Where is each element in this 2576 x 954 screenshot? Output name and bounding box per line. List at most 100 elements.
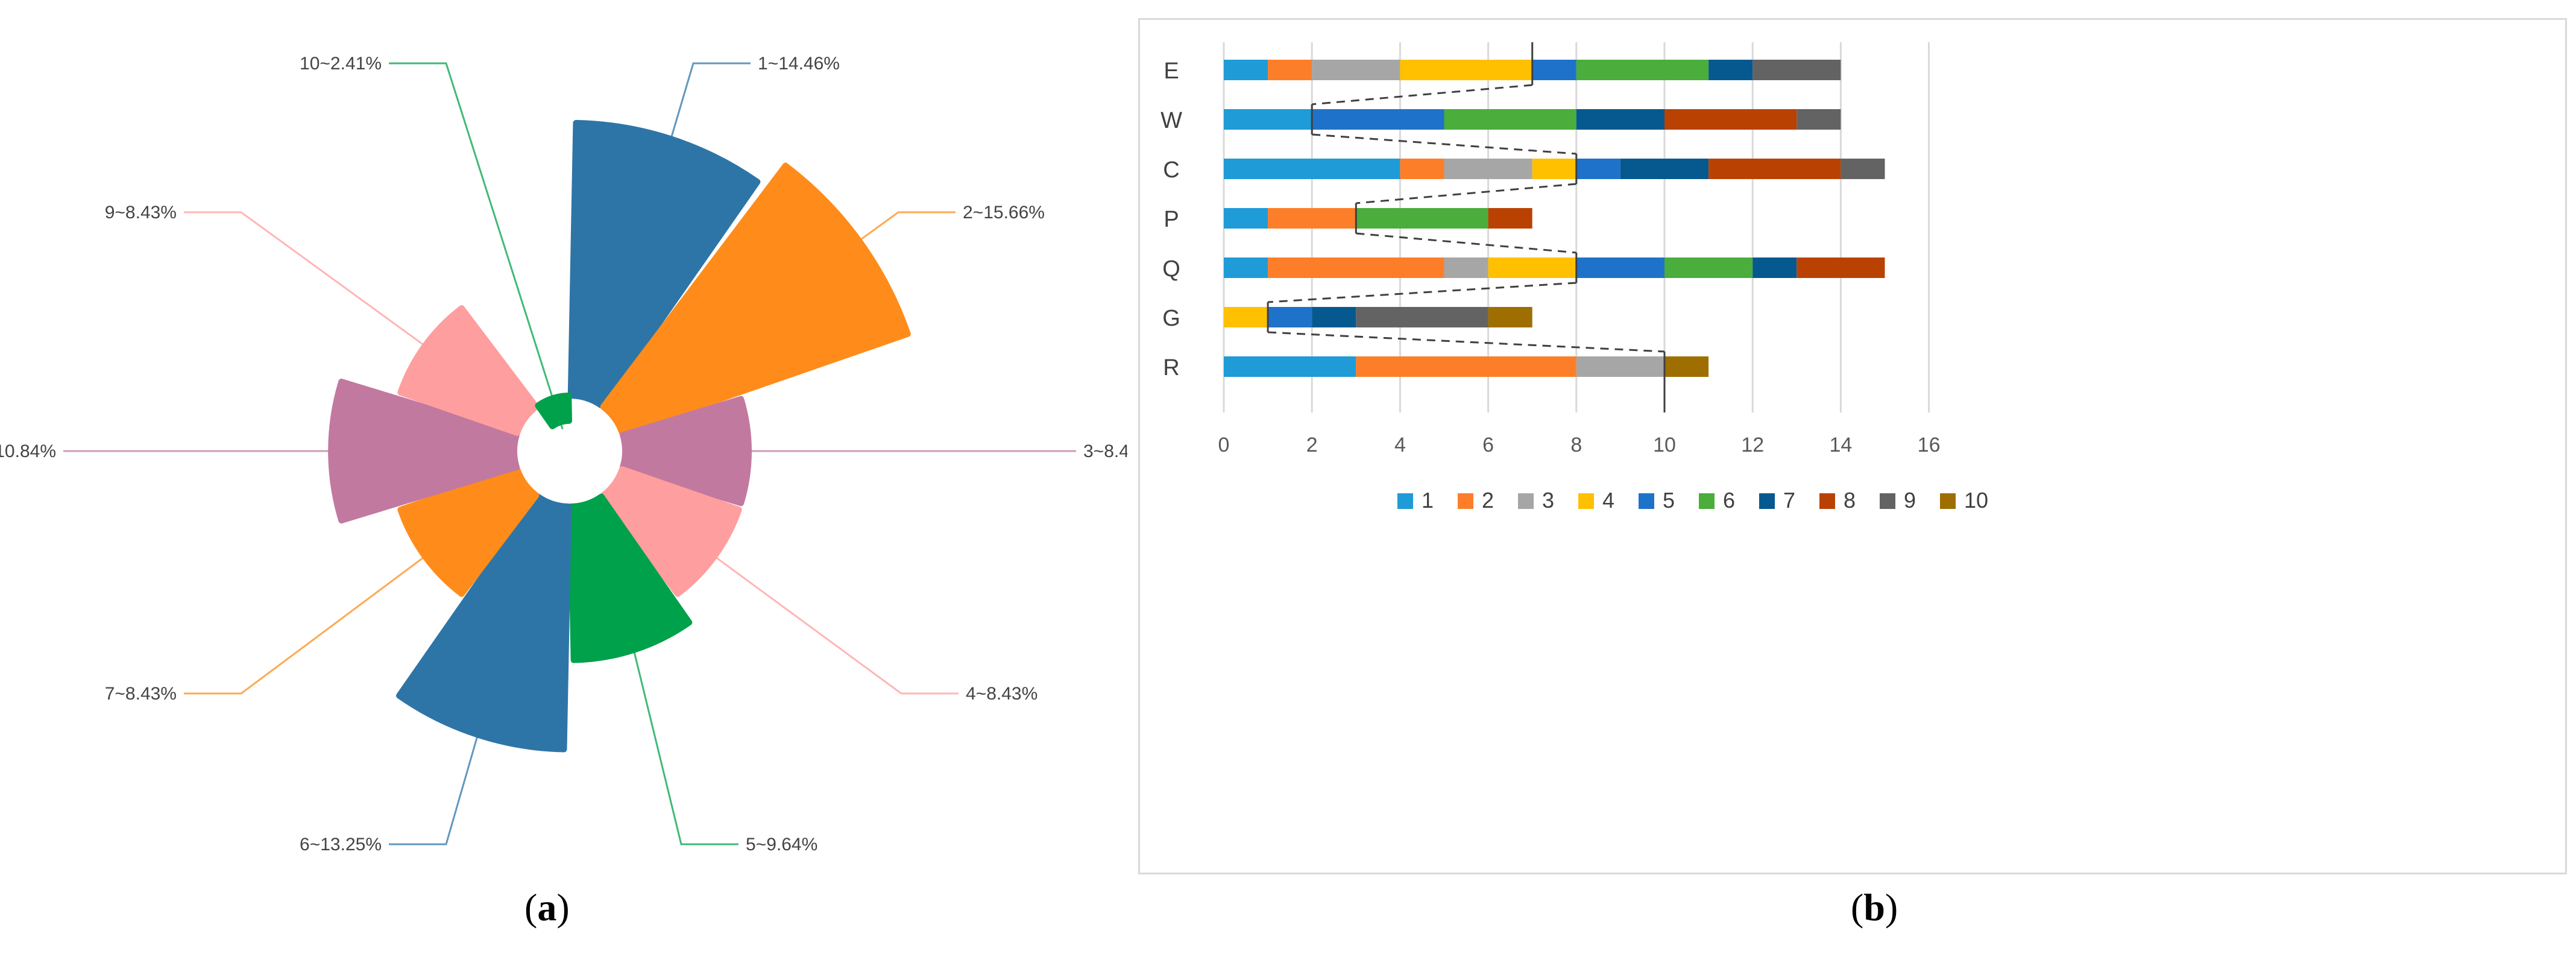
rose-leader-line-5 bbox=[631, 642, 738, 845]
rose-leader-line-10 bbox=[389, 62, 564, 430]
bar-segment-G-4 bbox=[1224, 307, 1268, 327]
dashed-path-segment bbox=[1268, 331, 1665, 353]
rose-slice-4 bbox=[600, 466, 742, 597]
bar-segment-Q-1 bbox=[1224, 257, 1268, 278]
bar-segment-R-2 bbox=[1356, 356, 1576, 377]
legend-swatch-6 bbox=[1699, 493, 1715, 509]
x-tick-label: 0 bbox=[1218, 434, 1230, 456]
y-category-label: G bbox=[1162, 306, 1180, 331]
bar-segment-Q-5 bbox=[1576, 257, 1664, 278]
legend-swatch-8 bbox=[1819, 493, 1835, 509]
rose-slice-label-10: 10~2.41% bbox=[300, 54, 382, 74]
rose-slice-label-8: 8~10.84% bbox=[0, 441, 56, 461]
y-category-label: W bbox=[1160, 108, 1182, 133]
bar-segment-R-10 bbox=[1664, 356, 1709, 377]
rose-leader-line-7 bbox=[184, 551, 432, 695]
legend-swatch-5 bbox=[1639, 493, 1654, 509]
bar-segment-C-7 bbox=[1620, 159, 1709, 179]
bar-segment-G-7 bbox=[1312, 307, 1356, 327]
rose-leader-line-9 bbox=[184, 211, 432, 351]
legend-label-8: 8 bbox=[1844, 488, 1856, 513]
x-tick-label: 6 bbox=[1482, 434, 1494, 456]
rose-slice-6 bbox=[396, 493, 572, 753]
bar-segment-C-1 bbox=[1224, 159, 1400, 179]
bar-segment-Q-6 bbox=[1664, 257, 1753, 278]
x-tick-label: 2 bbox=[1306, 434, 1318, 456]
x-tick-label: 16 bbox=[1918, 434, 1941, 456]
y-category-label: Q bbox=[1162, 256, 1180, 282]
bar-segment-P-6 bbox=[1356, 208, 1488, 229]
bar-segment-C-4 bbox=[1532, 159, 1576, 179]
bar-segment-C-3 bbox=[1444, 159, 1532, 179]
x-tick-label: 14 bbox=[1829, 434, 1852, 456]
rose-leader-line-6 bbox=[389, 727, 481, 845]
bar-segment-E-9 bbox=[1752, 60, 1841, 80]
bar-segment-W-7 bbox=[1576, 109, 1664, 130]
rose-slice-label-9: 9~8.43% bbox=[105, 203, 177, 223]
rose-leader-line-2 bbox=[852, 211, 956, 246]
bar-segment-P-1 bbox=[1224, 208, 1268, 229]
bar-segment-R-1 bbox=[1224, 356, 1356, 377]
x-tick-label: 12 bbox=[1741, 434, 1764, 456]
bar-segment-G-10 bbox=[1488, 307, 1532, 327]
bar-segment-E-5 bbox=[1532, 60, 1576, 80]
legend-label-6: 6 bbox=[1723, 488, 1735, 513]
bar-segment-W-6 bbox=[1444, 109, 1576, 130]
rose-slice-2 bbox=[600, 162, 911, 436]
bar-segment-E-1 bbox=[1224, 60, 1268, 80]
panel-a-caption: (a) bbox=[524, 886, 570, 929]
bar-segment-Q-8 bbox=[1797, 257, 1885, 278]
rose-slice-label-3: 3~8.43% bbox=[1083, 441, 1127, 461]
bar-segment-W-9 bbox=[1797, 109, 1841, 130]
rose-slice-10 bbox=[535, 393, 573, 429]
dashed-path-segment bbox=[1268, 282, 1576, 303]
legend-swatch-9 bbox=[1880, 493, 1895, 509]
bar-segment-E-3 bbox=[1312, 60, 1400, 80]
dashed-path-segment bbox=[1312, 133, 1576, 155]
bar-segment-C-9 bbox=[1841, 159, 1885, 179]
bar-segment-R-3 bbox=[1576, 356, 1664, 377]
legend-swatch-2 bbox=[1458, 493, 1473, 509]
rose-slice-3 bbox=[620, 396, 752, 507]
legend-label-5: 5 bbox=[1663, 488, 1675, 513]
bar-segment-C-5 bbox=[1576, 159, 1620, 179]
legend-label-7: 7 bbox=[1783, 488, 1795, 513]
x-tick-label: 8 bbox=[1570, 434, 1582, 456]
bar-segment-W-1 bbox=[1224, 109, 1312, 130]
legend-swatch-3 bbox=[1518, 493, 1534, 509]
bar-segment-W-8 bbox=[1664, 109, 1797, 130]
y-category-label: P bbox=[1164, 207, 1179, 232]
bar-segment-Q-7 bbox=[1752, 257, 1797, 278]
rose-slice-label-6: 6~13.25% bbox=[300, 835, 382, 854]
rose-slice-label-7: 7~8.43% bbox=[105, 684, 177, 704]
legend-label-10: 10 bbox=[1964, 488, 1988, 513]
rose-leader-line-4 bbox=[708, 551, 959, 695]
bar-segment-P-8 bbox=[1488, 208, 1532, 229]
bar-segment-W-5 bbox=[1312, 109, 1444, 130]
bar-segment-E-7 bbox=[1708, 60, 1753, 80]
bar-segment-E-4 bbox=[1400, 60, 1532, 80]
bar-segment-G-5 bbox=[1268, 307, 1312, 327]
rose-slice-5 bbox=[567, 493, 693, 663]
x-tick-label: 10 bbox=[1653, 434, 1676, 456]
rose-slice-label-4: 4~8.43% bbox=[966, 684, 1038, 704]
legend-label-1: 1 bbox=[1422, 488, 1434, 513]
bar-segment-E-2 bbox=[1268, 60, 1312, 80]
legend-swatch-10 bbox=[1940, 493, 1956, 509]
legend-label-9: 9 bbox=[1904, 488, 1916, 513]
rose-chart-panel: 1~14.46% 2~15.66% 3~8.43% 4~8.43% 5~9.64% 6~1… bbox=[0, 54, 1127, 854]
bar-segment-Q-3 bbox=[1444, 257, 1488, 278]
x-tick-label: 4 bbox=[1394, 434, 1406, 456]
legend-label-4: 4 bbox=[1602, 488, 1614, 513]
y-category-label: R bbox=[1163, 355, 1179, 381]
dashed-path-segment bbox=[1312, 84, 1532, 106]
dashed-path-segment bbox=[1356, 183, 1576, 204]
bar-segment-Q-2 bbox=[1268, 257, 1444, 278]
rose-slice-8 bbox=[328, 378, 520, 524]
bar-segment-G-9 bbox=[1356, 307, 1488, 327]
bar-segment-P-2 bbox=[1268, 208, 1356, 229]
bar-segment-C-2 bbox=[1400, 159, 1444, 179]
rose-slice-9 bbox=[397, 305, 540, 436]
rose-leader-line-1 bbox=[668, 62, 751, 147]
